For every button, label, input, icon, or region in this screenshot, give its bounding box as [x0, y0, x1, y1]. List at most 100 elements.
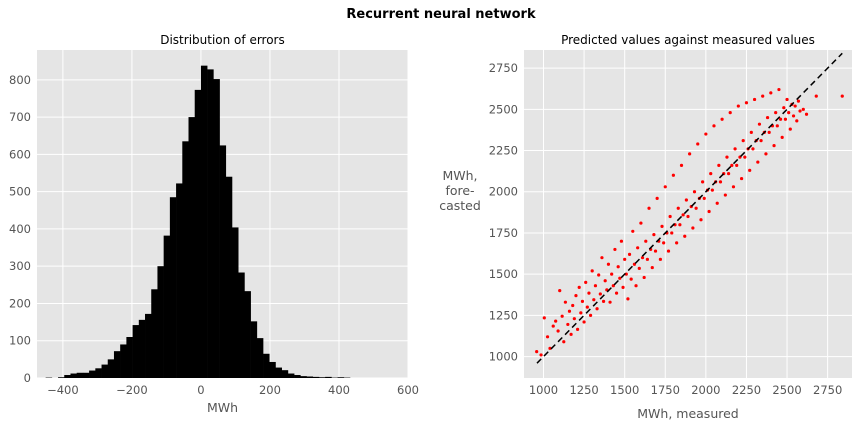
- histogram-bar: [275, 367, 282, 378]
- scatter-point: [774, 111, 778, 115]
- scatter-point: [759, 139, 763, 143]
- histogram-bar: [250, 321, 258, 378]
- scatter-point: [610, 272, 614, 276]
- scatter-y-axis-label-line: fore-: [445, 183, 474, 198]
- scatter-point: [676, 206, 680, 210]
- scatter-point: [585, 305, 589, 309]
- scatter-point: [686, 214, 690, 219]
- scatter-y-axis-label-line: MWh,: [442, 168, 477, 183]
- scatter-point: [569, 332, 573, 336]
- scatter-point: [647, 206, 651, 210]
- scatter-point: [801, 107, 805, 111]
- scatter-point: [694, 206, 698, 210]
- scatter-point: [736, 104, 740, 108]
- scatter-point: [814, 94, 818, 98]
- scatter-point: [606, 262, 611, 266]
- scatter-point: [597, 273, 601, 277]
- scatter-y-tick-label: 2000: [489, 185, 518, 199]
- scatter-point: [619, 239, 624, 243]
- histogram-bar: [145, 313, 152, 378]
- histogram-x-tick-label: −400: [47, 383, 79, 397]
- scatter-point: [584, 280, 588, 285]
- scatter-point: [567, 309, 572, 313]
- histogram-bar: [107, 359, 115, 378]
- histogram-y-tick-label: 700: [9, 110, 31, 124]
- scatter-point: [798, 109, 802, 113]
- scatter-point: [749, 130, 753, 135]
- histogram-bar: [318, 377, 326, 378]
- scatter-point: [743, 155, 747, 159]
- scatter-point: [780, 135, 784, 139]
- scatter-point: [660, 224, 664, 228]
- scatter-point: [637, 266, 641, 270]
- scatter-point: [765, 115, 770, 120]
- histogram-bar: [76, 372, 84, 378]
- scatter-point: [723, 193, 727, 197]
- scatter-point: [593, 284, 598, 288]
- scatter-point: [679, 163, 684, 167]
- histogram-bar: [95, 368, 102, 378]
- scatter-point: [764, 152, 768, 156]
- scatter-point: [767, 130, 771, 135]
- scatter-point: [777, 87, 781, 92]
- scatter-point: [701, 180, 705, 184]
- scatter-point: [692, 190, 697, 194]
- scatter-y-axis-label: MWh,fore-casted: [439, 168, 481, 213]
- scatter-point: [735, 163, 739, 167]
- scatter-point: [662, 241, 666, 245]
- scatter-point: [751, 147, 755, 151]
- scatter-point: [545, 335, 550, 339]
- scatter-point: [563, 300, 568, 304]
- scatter-point: [718, 180, 723, 184]
- scatter-point: [741, 139, 745, 143]
- histogram-x-tick-label: 0: [197, 383, 204, 397]
- histogram-y-ticks: 0 100 200 300 400 500 600 700 800: [9, 73, 31, 385]
- scatter-point: [671, 173, 675, 177]
- scatter-y-axis-label-line: casted: [439, 198, 481, 213]
- scatter-y-tick-label: 1750: [489, 226, 518, 240]
- scatter-point: [566, 322, 570, 327]
- scatter-point: [548, 346, 552, 350]
- scatter-point: [691, 226, 695, 230]
- scatter-title: Predicted values against measured values: [561, 33, 815, 47]
- scatter-grid: [524, 50, 852, 378]
- figure-title: Recurrent neural network: [346, 7, 536, 22]
- scatter-point: [587, 291, 591, 295]
- scatter-point: [626, 297, 630, 301]
- scatter-point: [712, 124, 716, 128]
- scatter-point: [791, 114, 796, 118]
- scatter-point: [535, 350, 539, 354]
- scatter-point: [560, 314, 564, 318]
- scatter-point: [554, 319, 558, 323]
- scatter-point: [658, 257, 662, 261]
- scatter-point: [788, 127, 792, 131]
- histogram-bar: [101, 364, 109, 378]
- scatter-point: [590, 269, 594, 273]
- histogram-bar: [163, 235, 171, 378]
- scatter-point: [663, 185, 667, 189]
- scatter-point: [556, 329, 560, 333]
- histogram-bar: [70, 373, 77, 378]
- scatter-point: [611, 284, 615, 288]
- scatter-point: [717, 163, 721, 167]
- scatter-point: [634, 284, 638, 288]
- scatter-point: [572, 317, 576, 321]
- scatter-point: [579, 311, 583, 315]
- histogram-bar: [225, 176, 233, 378]
- scatter-point: [592, 298, 596, 302]
- scatter-point: [710, 188, 714, 192]
- histogram-bar: [300, 376, 307, 378]
- histogram-bars: [45, 65, 351, 379]
- histogram-y-tick-label: 600: [9, 147, 31, 161]
- histogram-bar: [219, 145, 227, 378]
- scatter-point: [668, 214, 672, 219]
- scatter-point: [670, 231, 674, 235]
- scatter-point: [603, 279, 607, 283]
- histogram-bar: [188, 117, 196, 378]
- scatter-point: [782, 106, 786, 110]
- scatter-point: [702, 196, 706, 200]
- scatter-point: [623, 257, 627, 261]
- scatter-point: [696, 142, 700, 146]
- scatter-point: [756, 160, 760, 164]
